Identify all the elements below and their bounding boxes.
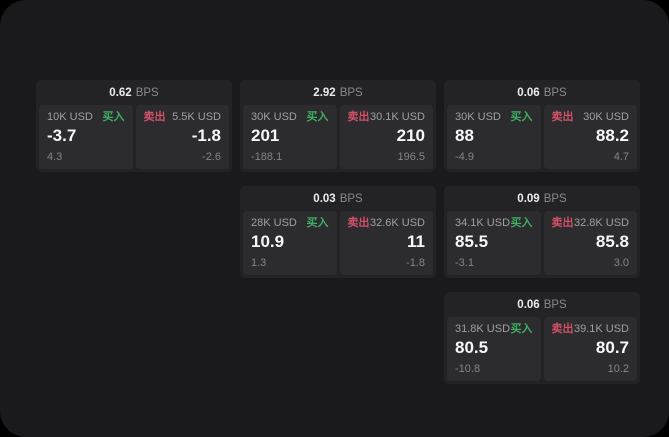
bps-value: 0.06	[517, 298, 540, 311]
bps-header: 0.09 BPS	[444, 186, 640, 211]
quote-panels: 30K USD 买入 201 -188.1 卖出 30.1K USD 210 1…	[240, 105, 436, 172]
buy-side-label: 买入	[510, 217, 533, 229]
bps-unit-label: BPS	[339, 192, 363, 205]
sell-price: 210	[396, 126, 425, 145]
quote-panels: 30K USD 买入 88 -4.9 卖出 30K USD 88.2 4.7	[444, 105, 640, 172]
buy-price: 201	[251, 126, 280, 145]
buy-panel[interactable]: 28K USD 买入 10.9 1.3	[243, 211, 337, 275]
buy-panel[interactable]: 31.8K USD 买入 80.5 -10.8	[447, 317, 541, 381]
buy-side-label: 买入	[510, 323, 533, 335]
buy-size-label: 28K USD	[251, 217, 297, 229]
buy-change: 1.3	[251, 257, 267, 269]
sell-size-label: 5.5K USD	[172, 111, 221, 123]
quote-panels: 34.1K USD 买入 85.5 -3.1 卖出 32.8K USD 85.8…	[444, 211, 640, 278]
sell-size-label: 39.1K USD	[573, 323, 629, 335]
sell-size-label: 32.6K USD	[369, 217, 425, 229]
sell-panel[interactable]: 卖出 5.5K USD -1.8 -2.6	[135, 105, 229, 169]
sell-price: 11	[407, 232, 425, 251]
buy-price: 88	[455, 126, 474, 145]
bps-header: 0.62 BPS	[36, 80, 232, 105]
bps-unit-label: BPS	[339, 86, 363, 99]
sell-side-label: 卖出	[347, 111, 370, 123]
sell-panel[interactable]: 卖出 30K USD 88.2 4.7	[543, 105, 637, 169]
bps-unit-label: BPS	[543, 192, 567, 205]
buy-panel[interactable]: 34.1K USD 买入 85.5 -3.1	[447, 211, 541, 275]
bps-value: 0.09	[517, 192, 540, 205]
bps-unit-label: BPS	[543, 86, 567, 99]
sell-panel[interactable]: 卖出 32.6K USD 11 -1.8	[339, 211, 433, 275]
sell-price: -1.8	[191, 126, 221, 145]
buy-change: -10.8	[455, 363, 481, 375]
buy-side-label: 买入	[306, 217, 329, 229]
sell-side-label: 卖出	[551, 111, 574, 123]
bps-header: 2.92 BPS	[240, 80, 436, 105]
sell-side-label: 卖出	[347, 217, 370, 229]
buy-price: 85.5	[455, 232, 489, 251]
buy-change: -3.1	[455, 257, 474, 269]
buy-change: -4.9	[455, 151, 474, 163]
quote-card: 0.06 BPS 31.8K USD 买入 80.5 -10.8 卖出 39.1…	[444, 292, 640, 384]
buy-price: 80.5	[455, 338, 489, 357]
sell-side-label: 卖出	[551, 323, 574, 335]
sell-change: -2.6	[202, 151, 221, 163]
sell-price: 88.2	[595, 126, 629, 145]
buy-side-label: 买入	[102, 111, 125, 123]
bps-unit-label: BPS	[543, 298, 567, 311]
sell-change: 10.2	[607, 363, 629, 375]
buy-size-label: 30K USD	[455, 111, 501, 123]
bps-header: 0.06 BPS	[444, 80, 640, 105]
sell-change: -1.8	[406, 257, 425, 269]
quote-card: 0.03 BPS 28K USD 买入 10.9 1.3 卖出 32.6K US…	[240, 186, 436, 278]
buy-panel[interactable]: 30K USD 买入 201 -188.1	[243, 105, 337, 169]
sell-side-label: 卖出	[143, 111, 166, 123]
sell-size-label: 30.1K USD	[369, 111, 425, 123]
quote-card: 0.62 BPS 10K USD 买入 -3.7 4.3 卖出 5.5K USD…	[36, 80, 232, 172]
bps-unit-label: BPS	[135, 86, 159, 99]
buy-side-label: 买入	[510, 111, 533, 123]
buy-price: 10.9	[251, 232, 285, 251]
bps-header: 0.06 BPS	[444, 292, 640, 317]
bps-value: 0.62	[109, 86, 132, 99]
buy-side-label: 买入	[306, 111, 329, 123]
sell-change: 3.0	[613, 257, 629, 269]
sell-panel[interactable]: 卖出 30.1K USD 210 196.5	[339, 105, 433, 169]
buy-price: -3.7	[47, 126, 77, 145]
quote-card: 2.92 BPS 30K USD 买入 201 -188.1 卖出 30.1K …	[240, 80, 436, 172]
buy-panel[interactable]: 10K USD 买入 -3.7 4.3	[39, 105, 133, 169]
sell-price: 85.8	[595, 232, 629, 251]
quote-panels: 28K USD 买入 10.9 1.3 卖出 32.6K USD 11 -1.8	[240, 211, 436, 278]
buy-size-label: 34.1K USD	[455, 217, 511, 229]
bps-value: 2.92	[313, 86, 336, 99]
buy-size-label: 31.8K USD	[455, 323, 511, 335]
sell-size-label: 32.8K USD	[573, 217, 629, 229]
bps-value: 0.06	[517, 86, 540, 99]
quote-card: 0.06 BPS 30K USD 买入 88 -4.9 卖出 30K USD 8…	[444, 80, 640, 172]
sell-change: 4.7	[613, 151, 629, 163]
quote-panels: 10K USD 买入 -3.7 4.3 卖出 5.5K USD -1.8 -2.…	[36, 105, 232, 172]
sell-panel[interactable]: 卖出 39.1K USD 80.7 10.2	[543, 317, 637, 381]
sell-price: 80.7	[595, 338, 629, 357]
sell-panel[interactable]: 卖出 32.8K USD 85.8 3.0	[543, 211, 637, 275]
sell-change: 196.5	[397, 151, 425, 163]
bps-header: 0.03 BPS	[240, 186, 436, 211]
buy-size-label: 30K USD	[251, 111, 297, 123]
sell-size-label: 30K USD	[583, 111, 629, 123]
quote-panels: 31.8K USD 买入 80.5 -10.8 卖出 39.1K USD 80.…	[444, 317, 640, 384]
buy-change: -188.1	[251, 151, 283, 163]
sell-side-label: 卖出	[551, 217, 574, 229]
buy-panel[interactable]: 30K USD 买入 88 -4.9	[447, 105, 541, 169]
buy-size-label: 10K USD	[47, 111, 93, 123]
quote-card: 0.09 BPS 34.1K USD 买入 85.5 -3.1 卖出 32.8K…	[444, 186, 640, 278]
bps-value: 0.03	[313, 192, 336, 205]
buy-change: 4.3	[47, 151, 63, 163]
